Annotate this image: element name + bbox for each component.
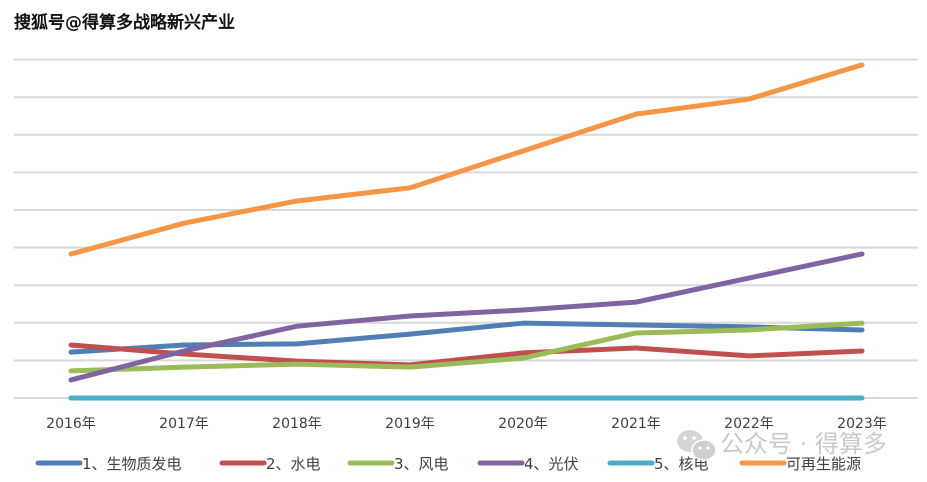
legend-item: 5、核电 — [607, 455, 709, 473]
series-lines — [68, 62, 865, 401]
legend-label: 5、核电 — [654, 455, 709, 473]
watermark-top: 搜狐号@得算多战略新兴产业 — [14, 13, 235, 33]
legend-label: 3、风电 — [394, 455, 449, 473]
legend-label: 1、生物质发电 — [82, 455, 182, 473]
legend-item: 3、风电 — [347, 455, 449, 473]
legend-item: 4、光伏 — [477, 455, 579, 473]
legend-label: 4、光伏 — [524, 455, 579, 473]
x-tick-label: 2018年 — [272, 416, 322, 432]
series-line-6 — [68, 62, 865, 257]
watermark-bottom: 公众号 · 得算多 — [677, 430, 887, 461]
x-tick-label: 2020年 — [498, 416, 548, 432]
x-tick-label: 2019年 — [385, 416, 435, 432]
wechat-icon — [677, 430, 717, 461]
x-axis-ticks: 2016年 2017年 2018年 2019年 2020年 2021年 2022年 2023年 — [46, 416, 887, 432]
x-tick-label: 2021年 — [611, 416, 661, 432]
x-tick-label: 2023年 — [837, 416, 887, 432]
legend-item: 可再生能源 — [739, 455, 861, 473]
series-line-4 — [68, 251, 865, 383]
legend-label: 可再生能源 — [786, 455, 861, 473]
legend-item: 2、水电 — [219, 455, 321, 473]
watermark-bottom-text: 公众号 · 得算多 — [720, 430, 887, 458]
legend-item: 1、生物质发电 — [35, 455, 182, 473]
legend: 1、生物质发电 2、水电 3、风电 4、光伏 5、核电 可再生能源 — [35, 455, 861, 473]
x-tick-label: 2016年 — [46, 416, 96, 432]
series-line-3 — [68, 320, 865, 374]
x-tick-label: 2017年 — [159, 416, 209, 432]
x-tick-label: 2022年 — [724, 416, 774, 432]
series-line-2 — [68, 342, 865, 368]
legend-label: 2、水电 — [266, 455, 321, 473]
